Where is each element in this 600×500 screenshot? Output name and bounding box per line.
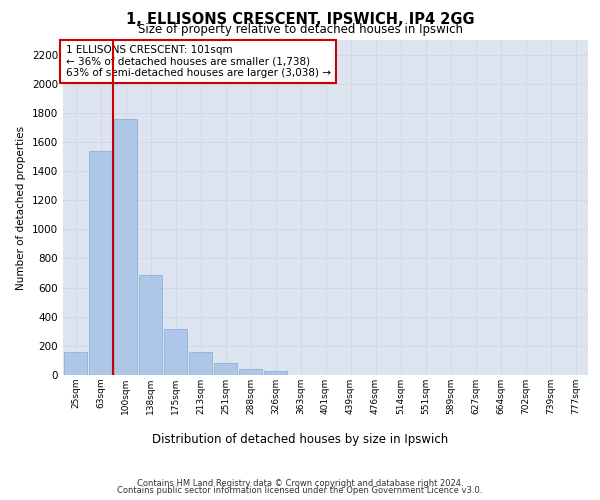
Bar (89, 150, 112, 375)
Bar (264, 372, 287, 375)
Text: 1 ELLISONS CRESCENT: 101sqm
← 36% of detached houses are smaller (1,738)
63% of : 1 ELLISONS CRESCENT: 101sqm ← 36% of det… (65, 45, 331, 78)
Bar (164, 329, 187, 375)
Text: Contains public sector information licensed under the Open Government Licence v3: Contains public sector information licen… (118, 486, 482, 495)
Bar (114, 118, 137, 375)
Text: Size of property relative to detached houses in Ipswich: Size of property relative to detached ho… (137, 22, 463, 36)
Text: Distribution of detached houses by size in Ipswich: Distribution of detached houses by size … (152, 432, 448, 446)
Y-axis label: Number of detached properties: Number of detached properties (16, 126, 26, 290)
Bar (239, 369, 262, 375)
Bar (139, 274, 162, 375)
Text: 1, ELLISONS CRESCENT, IPSWICH, IP4 2GG: 1, ELLISONS CRESCENT, IPSWICH, IP4 2GG (125, 12, 475, 28)
Text: Contains HM Land Registry data © Crown copyright and database right 2024.: Contains HM Land Registry data © Crown c… (137, 478, 463, 488)
Bar (64, 352, 87, 375)
Bar (189, 352, 212, 375)
Bar (214, 364, 237, 375)
